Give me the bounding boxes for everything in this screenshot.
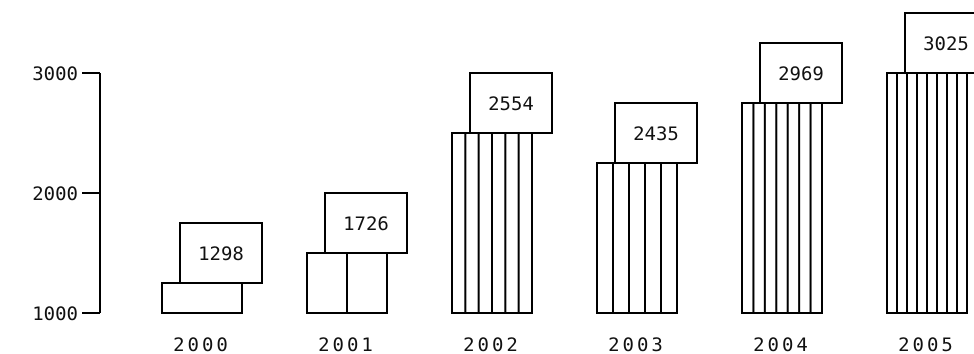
- value-label: 1726: [343, 213, 389, 235]
- value-label: 3025: [923, 33, 969, 55]
- value-label: 2969: [778, 63, 824, 85]
- bar-group: 2969: [741, 42, 843, 314]
- y-tick-label: 1000: [32, 303, 78, 325]
- bar-group: 2435: [596, 102, 698, 314]
- value-label-box: [179, 222, 263, 284]
- bars: 1298 1726 2554 2435 2969 3025: [161, 12, 974, 314]
- x-tick-label: 2003: [608, 334, 666, 354]
- value-label-box: [469, 72, 553, 134]
- x-tick-labels: 2000 2001 2002 2003 2004 2005: [173, 334, 956, 354]
- y-axis: 1000 2000 3000: [32, 63, 101, 325]
- value-label-box: [904, 12, 974, 74]
- x-tick-label: 2001: [318, 334, 376, 354]
- x-tick-label: 2005: [898, 334, 956, 354]
- x-tick-label: 2000: [173, 334, 231, 354]
- value-label-box: [759, 42, 843, 104]
- bar-group: 1726: [306, 192, 408, 314]
- bar: [596, 162, 678, 314]
- value-label: 1298: [198, 243, 244, 265]
- bar-group: 1298: [161, 222, 263, 314]
- value-label: 2435: [633, 123, 679, 145]
- value-label-box: [614, 102, 698, 164]
- x-tick-label: 2004: [753, 334, 811, 354]
- bar: [161, 282, 243, 314]
- bar-group: 3025: [886, 12, 974, 314]
- value-label-box: [324, 192, 408, 254]
- y-tick-label: 2000: [32, 183, 78, 205]
- y-tick-label: 3000: [32, 63, 78, 85]
- value-label: 2554: [488, 93, 534, 115]
- bar-group: 2554: [451, 72, 553, 314]
- x-tick-label: 2002: [463, 334, 521, 354]
